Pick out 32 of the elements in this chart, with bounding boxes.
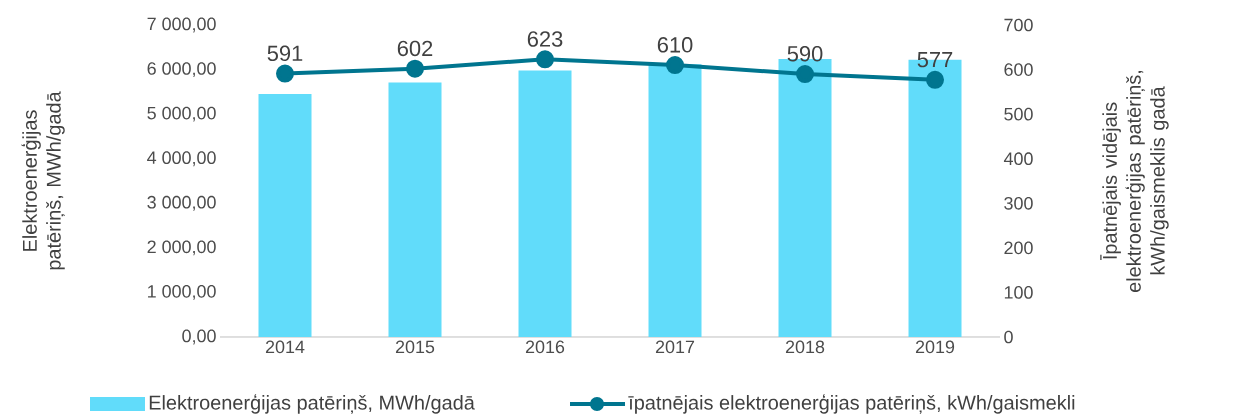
x-tick-label: 2019 bbox=[915, 340, 955, 354]
data-label: 591 bbox=[267, 45, 303, 62]
y2-tick-label: 0 bbox=[1004, 330, 1013, 344]
legend-label: Elektroenerģijas patēriņš, MWh/gadā bbox=[149, 394, 475, 414]
y2-tick-label: 400 bbox=[1003, 152, 1033, 166]
y2-tick-label: 100 bbox=[1004, 286, 1033, 299]
y-tick-label: 6 000,00 bbox=[147, 62, 216, 77]
x-tick-label: 2018 bbox=[785, 340, 825, 354]
y2-tick-label: 200 bbox=[1004, 241, 1033, 255]
data-label: 623 bbox=[527, 31, 563, 47]
y2-axis-title: Īpatnējais vidējais elektroenerģijas patēriņš, kWh/gaismeklis gadā bbox=[1100, 70, 1169, 293]
y-tick-label: 4 000,00 bbox=[147, 151, 216, 167]
y-tick-label: 7 000,00 bbox=[147, 17, 216, 33]
legend-label: īpatnējais elektroenerģijas patēriņš, kWh/gaismekli bbox=[628, 394, 1075, 414]
y-tick-label: 1 000,00 bbox=[148, 285, 216, 300]
data-label: 577 bbox=[917, 52, 953, 68]
y-tick-label: 2 000,00 bbox=[147, 240, 216, 256]
data-label: 610 bbox=[657, 37, 693, 53]
y-tick-label: 3 000,00 bbox=[147, 195, 216, 211]
x-tick-label: 2016 bbox=[525, 340, 565, 354]
y-axis-title: Elektroenerģijas patēriņš, MWh/gadā bbox=[21, 91, 65, 270]
data-label: 602 bbox=[397, 40, 433, 57]
y2-tick-label: 600 bbox=[1004, 63, 1033, 76]
data-label: 590 bbox=[787, 45, 823, 62]
x-tick-label: 2014 bbox=[265, 340, 305, 354]
y2-tick-label: 500 bbox=[1004, 107, 1033, 121]
y2-tick-label: 700 bbox=[1004, 18, 1033, 32]
x-tick-label: 2017 bbox=[655, 340, 695, 354]
x-tick-label: 2015 bbox=[395, 340, 435, 354]
y2-tick-label: 300 bbox=[1004, 196, 1033, 210]
y-tick-label: 5 000,00 bbox=[147, 106, 216, 122]
y-tick-label: 0,00 bbox=[182, 329, 216, 345]
